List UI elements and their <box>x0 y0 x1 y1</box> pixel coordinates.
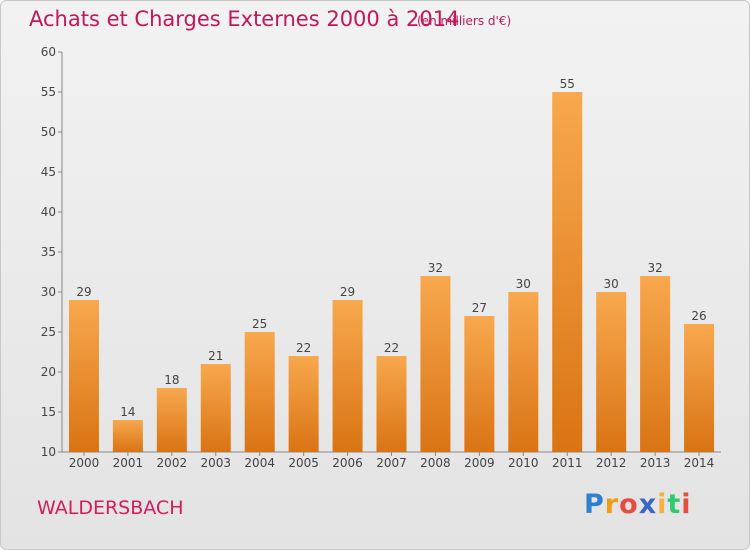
y-tick-label: 50 <box>41 125 56 139</box>
x-tick-label: 2003 <box>200 456 231 470</box>
data-label: 30 <box>516 277 531 291</box>
data-label: 32 <box>647 261 662 275</box>
x-tick-label: 2006 <box>332 456 363 470</box>
y-tick-label: 30 <box>41 285 56 299</box>
x-tick-label: 2009 <box>464 456 495 470</box>
logo-letter: t <box>667 489 682 520</box>
proxiti-logo: Proxiti <box>584 489 692 520</box>
axes: 10 15 20 25 30 35 40 45 50 55 60 2000 2001 2002 2003 20… <box>41 45 721 470</box>
logo-letter: x <box>638 489 658 520</box>
bar-2007 <box>376 356 407 452</box>
data-label: 29 <box>340 285 355 299</box>
chart-title: Achats et Charges Externes 2000 à 2014 <box>29 7 460 31</box>
y-tick-label: 20 <box>41 365 56 379</box>
y-tick-label: 25 <box>41 325 56 339</box>
data-label: 25 <box>252 317 267 331</box>
x-tick-label: 2001 <box>113 456 144 470</box>
x-tick-label: 2005 <box>288 456 319 470</box>
x-tick-label: 2007 <box>376 456 407 470</box>
data-label: 21 <box>208 349 223 363</box>
x-tick-label: 2011 <box>552 456 583 470</box>
bar-2005 <box>288 356 319 452</box>
logo-letter: i <box>657 489 668 520</box>
data-label: 27 <box>472 301 487 315</box>
bars <box>68 92 715 452</box>
x-tick-label: 2008 <box>420 456 451 470</box>
data-label: 32 <box>428 261 443 275</box>
data-label: 30 <box>604 277 619 291</box>
y-tick-label: 45 <box>41 165 56 179</box>
bar-2010 <box>508 292 539 452</box>
bar-2014 <box>684 324 715 452</box>
x-tick-label: 2014 <box>684 456 715 470</box>
data-label: 22 <box>384 341 399 355</box>
y-tick-label: 15 <box>41 405 56 419</box>
x-tick-label: 2013 <box>640 456 671 470</box>
x-tick-label: 2002 <box>157 456 188 470</box>
bar-2006 <box>332 300 363 452</box>
x-tick-label: 2010 <box>508 456 539 470</box>
logo-letter: i <box>681 489 692 520</box>
data-label: 29 <box>76 285 91 299</box>
logo-letter: P <box>584 489 605 520</box>
data-label: 26 <box>691 309 706 323</box>
data-label: 22 <box>296 341 311 355</box>
bar-2009 <box>464 316 495 452</box>
bar-2002 <box>156 388 187 452</box>
x-tick-label: 2004 <box>244 456 275 470</box>
chart-subtitle: (en milliers d'€) <box>417 14 512 28</box>
logo-letter: r <box>604 489 620 520</box>
data-labels: 29 14 18 21 25 22 29 22 32 27 30 55 30 32 26 <box>76 77 706 419</box>
y-tick-label: 60 <box>41 45 56 59</box>
x-tick-label: 2012 <box>596 456 627 470</box>
y-tick-label: 35 <box>41 245 56 259</box>
data-label: 55 <box>560 77 575 91</box>
y-tick-label: 55 <box>41 85 56 99</box>
bar-2001 <box>112 420 143 452</box>
bar-2012 <box>596 292 627 452</box>
data-label: 18 <box>164 373 179 387</box>
y-tick-label: 40 <box>41 205 56 219</box>
bar-2000 <box>68 300 99 452</box>
commune-name: WALDERSBACH <box>37 497 184 519</box>
bar-2003 <box>200 364 231 452</box>
y-tick-label: 10 <box>41 445 56 459</box>
data-label: 14 <box>120 405 135 419</box>
bar-2013 <box>640 276 671 452</box>
x-tick-label: 2000 <box>69 456 100 470</box>
logo-letter: o <box>619 489 639 520</box>
bar-2011 <box>552 92 583 452</box>
bar-2008 <box>420 276 451 452</box>
bar-2004 <box>244 332 275 452</box>
